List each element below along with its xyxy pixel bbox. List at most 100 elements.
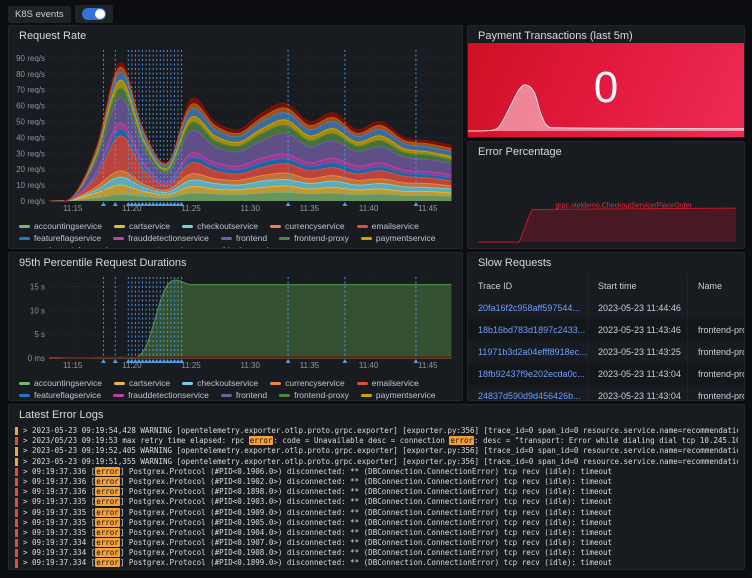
legend-item-frontend-proxy[interactable]: frontend-proxy	[279, 390, 349, 400]
log-line[interactable]: > 09:19:37.335 [error] Postgrex.Protocol…	[15, 497, 738, 507]
svg-text:0 req/s: 0 req/s	[21, 197, 45, 206]
panel-title-payment[interactable]: Payment Transactions (last 5m)	[478, 30, 633, 42]
legend-item-emailservice[interactable]: emailservice	[356, 221, 419, 231]
legend-item-frauddetectionservice[interactable]: frauddetectionservice	[113, 390, 209, 400]
legend-label: emailservice	[371, 221, 419, 231]
legend-item-checkoutservice[interactable]: checkoutservice	[182, 221, 258, 231]
svg-text:11:35: 11:35	[300, 204, 320, 213]
legend-swatch-icon	[279, 393, 291, 397]
legend-swatch-icon	[19, 224, 30, 228]
cell-name: frontend-proxy in.	[698, 325, 744, 335]
legend-swatch-icon	[19, 393, 30, 397]
k8s-events-label-text: K8S events	[15, 8, 64, 20]
svg-text:11:20: 11:20	[122, 361, 142, 370]
panel-title-request-rate[interactable]: Request Rate	[19, 30, 87, 42]
log-level-bar-icon	[15, 508, 18, 517]
cell-name: frontend-proxy in.	[698, 369, 744, 379]
log-line[interactable]: > 09:19:37.334 [error] Postgrex.Protocol…	[15, 558, 738, 568]
legend-item-frontend[interactable]: frontend	[220, 233, 267, 243]
column-header-name[interactable]: Name	[698, 281, 723, 291]
legend-item-productcatalogservice[interactable]: productcatalogservice	[19, 245, 117, 248]
log-line[interactable]: > 09:19:37.336 [error] Postgrex.Protocol…	[15, 476, 738, 487]
log-text: > 09:19:37.335 [error] Postgrex.Protocol…	[23, 517, 613, 527]
panel-title-logs[interactable]: Latest Error Logs	[19, 409, 104, 421]
dashboard-controls: K8S events	[8, 5, 113, 23]
log-line[interactable]: > 09:19:37.334 [error] Postgrex.Protocol…	[15, 538, 738, 548]
svg-text:10 s: 10 s	[30, 306, 45, 315]
log-line[interactable]: > 2023-05-23 09:19:54,428 WARNING [opent…	[15, 426, 738, 436]
cell-trace-id: 18fb92437f9e202ecda0c...	[468, 363, 588, 385]
log-level-bar-icon	[15, 427, 18, 436]
legend-swatch-icon	[19, 381, 30, 385]
panel-p95-durations: 95th Percentile Request Durations 0 ms 5 …	[8, 252, 463, 401]
svg-text:70 req/s: 70 req/s	[16, 86, 45, 95]
legend-item-checkoutservice[interactable]: checkoutservice	[182, 378, 258, 388]
column-header-start-time[interactable]: Start time	[588, 275, 688, 297]
legend-label: checkoutservice	[197, 221, 259, 231]
legend-item-featureflagservice[interactable]: featureflagservice	[19, 390, 101, 400]
legend-item-cartservice[interactable]: cartservice	[114, 221, 170, 231]
legend-item-accountingservice[interactable]: accountingservice	[19, 378, 102, 388]
column-header-trace-id[interactable]: Trace ID	[468, 275, 588, 297]
log-line[interactable]: > 09:19:37.334 [error] Postgrex.Protocol…	[15, 548, 738, 558]
panel-title-error-percentage[interactable]: Error Percentage	[478, 146, 562, 158]
legend-label: currencyservice	[285, 221, 345, 231]
trace-id-link[interactable]: 20fa16f2c958aff597544...	[478, 303, 580, 313]
legend-item-emailservice[interactable]: emailservice	[356, 378, 419, 388]
log-line[interactable]: > 2023/05/23 09:19:53 max retry time ela…	[15, 436, 738, 446]
legend-label: frontend-proxy	[294, 233, 349, 243]
log-line[interactable]: > 09:19:37.335 [error] Postgrex.Protocol…	[15, 507, 738, 518]
legend-item-featureflagservice[interactable]: featureflagservice	[19, 233, 101, 243]
panel-latest-error-logs: Latest Error Logs > 2023-05-23 09:19:54,…	[8, 404, 745, 570]
legend-item-cartservice[interactable]: cartservice	[114, 378, 170, 388]
log-line[interactable]: > 2023-05-23 09:19:51,355 WARNING [opent…	[15, 457, 738, 467]
legend-item-accountingservice[interactable]: accountingservice	[19, 221, 102, 231]
legend-item-currencyservice[interactable]: currencyservice	[270, 378, 345, 388]
table-row: 20fa16f2c958aff597544... 2023-05-23 11:44…	[468, 297, 744, 319]
legend-swatch-icon	[356, 381, 368, 385]
log-level-bar-icon	[15, 549, 18, 558]
cell-name: frontend-proxy in.	[698, 347, 744, 357]
legend-item-frauddetectionservice[interactable]: frauddetectionservice	[113, 233, 209, 243]
trace-id-link[interactable]: 18b16bd783d1897c2433...	[478, 325, 586, 335]
legend-item-paymentservice[interactable]: paymentservice	[360, 233, 435, 243]
error-percentage-chart: grpc.oteldemo.CheckoutService/PlaceOrder	[468, 160, 744, 248]
log-line[interactable]: > 09:19:37.335 [error] Postgrex.Protocol…	[15, 517, 738, 528]
svg-text:11:45: 11:45	[418, 361, 438, 370]
legend-swatch-icon	[182, 381, 194, 385]
log-line[interactable]: > 09:19:37.336 [error] Postgrex.Protocol…	[15, 466, 738, 477]
request-rate-chart: 0 req/s 10 req/s 20 req/s 30 req/s 40 req/s 5…	[9, 44, 462, 219]
svg-text:0 ms: 0 ms	[28, 354, 45, 363]
log-line[interactable]: > 09:19:37.336 [error] Postgrex.Protocol…	[15, 487, 738, 497]
legend-swatch-icon	[220, 393, 232, 397]
panel-title-slow-requests[interactable]: Slow Requests	[478, 257, 552, 269]
legend-swatch-icon	[270, 381, 282, 385]
svg-text:11:40: 11:40	[359, 361, 379, 370]
legend-swatch-icon	[356, 224, 368, 228]
log-line[interactable]: > 2023-05-23 09:19:52,405 WARNING [opent…	[15, 446, 738, 456]
cell-trace-id: 24837d590d9d456426b...	[468, 385, 588, 401]
trace-id-link[interactable]: 18fb92437f9e202ecda0c...	[478, 369, 585, 379]
legend-item-frontend[interactable]: frontend	[220, 390, 267, 400]
panel-slow-requests: Slow Requests Trace ID Start time Name 20fa…	[467, 252, 745, 401]
legend-label: featureflagservice	[34, 390, 102, 400]
trace-id-link[interactable]: 11971b3d2a04efff8918ec...	[478, 347, 587, 357]
legend-item-shippingservice[interactable]: shippingservice	[204, 245, 278, 248]
trace-id-link[interactable]: 24837d590d9d456426b...	[478, 391, 581, 401]
cell-start-time: 2023-05-23 11:44:46	[588, 297, 688, 319]
log-text: > 09:19:37.336 [error] Postgrex.Protocol…	[23, 487, 613, 497]
log-text: > 09:19:37.334 [error] Postgrex.Protocol…	[23, 548, 613, 558]
log-text: > 09:19:37.336 [error] Postgrex.Protocol…	[23, 466, 613, 476]
legend-item-quoteservice[interactable]: quoteservice	[129, 245, 192, 248]
legend-swatch-icon	[360, 393, 372, 397]
legend-item-currencyservice[interactable]: currencyservice	[270, 221, 345, 231]
log-text: > 09:19:37.335 [error] Postgrex.Protocol…	[23, 507, 613, 517]
legend-label: cartservice	[129, 378, 171, 388]
cell-start-time: 2023-05-23 11:43:04	[588, 363, 688, 385]
log-line[interactable]: > 09:19:37.335 [error] Postgrex.Protocol…	[15, 527, 738, 538]
k8s-events-toggle[interactable]	[74, 5, 113, 23]
legend-item-paymentservice[interactable]: paymentservice	[360, 390, 435, 400]
legend-item-frontend-proxy[interactable]: frontend-proxy	[279, 233, 349, 243]
panel-title-p95[interactable]: 95th Percentile Request Durations	[19, 257, 187, 269]
